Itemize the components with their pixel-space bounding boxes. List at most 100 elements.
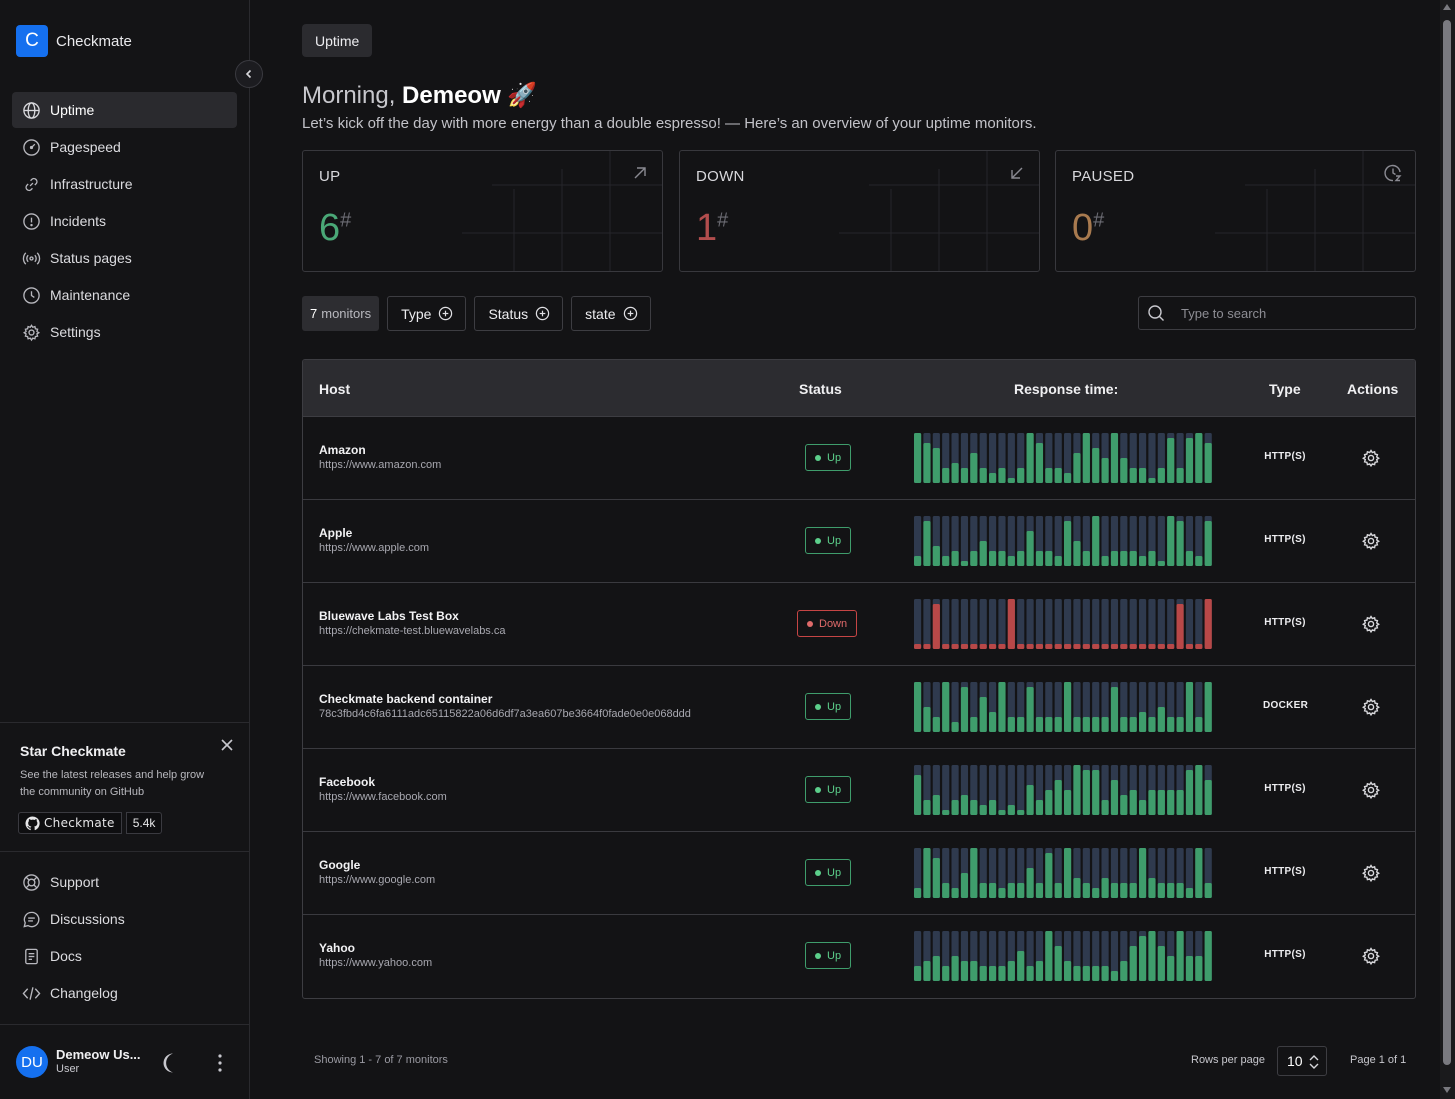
response-bar[interactable]: [1026, 687, 1034, 732]
type-filter-button[interactable]: Type: [387, 296, 467, 331]
response-bar[interactable]: [970, 848, 978, 898]
response-bar[interactable]: [951, 888, 959, 898]
sidebar-item-infrastructure[interactable]: Infrastructure: [12, 166, 237, 202]
response-bar[interactable]: [1026, 644, 1034, 649]
response-bar[interactable]: [1195, 848, 1203, 898]
response-bar[interactable]: [1007, 883, 1015, 898]
response-bar[interactable]: [1101, 717, 1109, 732]
response-bar[interactable]: [1204, 780, 1212, 815]
response-bar[interactable]: [1035, 717, 1044, 732]
response-bar[interactable]: [960, 468, 969, 483]
response-bar[interactable]: [923, 848, 931, 898]
response-bar[interactable]: [1167, 644, 1175, 649]
response-bar[interactable]: [1101, 800, 1109, 815]
response-bar[interactable]: [960, 561, 969, 566]
response-bar[interactable]: [1017, 468, 1025, 483]
sidebar-item-uptime[interactable]: Uptime: [12, 92, 237, 128]
response-bar[interactable]: [1167, 956, 1175, 981]
response-bar[interactable]: [1204, 682, 1212, 732]
brand[interactable]: C Checkmate: [16, 25, 132, 57]
response-bar[interactable]: [989, 883, 997, 898]
response-bar[interactable]: [1185, 644, 1194, 649]
response-bar[interactable]: [1054, 780, 1062, 815]
response-bar[interactable]: [979, 966, 987, 981]
sidebar-item-discussions[interactable]: Discussions: [12, 901, 237, 937]
response-bar[interactable]: [1073, 765, 1081, 815]
response-bar[interactable]: [1092, 644, 1100, 649]
response-bar[interactable]: [1167, 438, 1175, 483]
response-bar[interactable]: [914, 888, 922, 898]
response-bar[interactable]: [1157, 790, 1165, 815]
response-bar[interactable]: [1148, 790, 1156, 815]
response-bar[interactable]: [1110, 780, 1119, 815]
response-bar[interactable]: [1148, 644, 1156, 649]
response-bar[interactable]: [1064, 682, 1072, 732]
response-bar[interactable]: [1204, 883, 1212, 898]
response-bar[interactable]: [1167, 717, 1175, 732]
response-bar[interactable]: [1064, 521, 1072, 566]
response-bar[interactable]: [1054, 556, 1062, 566]
response-bar[interactable]: [932, 448, 940, 483]
response-bar[interactable]: [1045, 853, 1053, 898]
response-bar[interactable]: [1139, 800, 1147, 815]
response-bar[interactable]: [1110, 644, 1119, 649]
response-bar[interactable]: [1101, 556, 1109, 566]
response-bar[interactable]: [970, 961, 978, 981]
response-bar[interactable]: [1054, 883, 1062, 898]
column-header-host[interactable]: Host: [319, 381, 351, 397]
column-header-response-time[interactable]: Response time:: [1014, 381, 1119, 397]
response-bar[interactable]: [942, 810, 950, 815]
response-bar[interactable]: [923, 961, 931, 981]
response-bar[interactable]: [1045, 931, 1053, 981]
response-bar[interactable]: [1007, 478, 1015, 483]
scroll-down-arrow[interactable]: [1443, 1087, 1451, 1093]
close-icon[interactable]: [219, 737, 235, 753]
search-input[interactable]: [1181, 305, 1411, 321]
response-bar[interactable]: [960, 795, 969, 815]
table-row[interactable]: Amazon https://www.amazon.com Up HTTP(S): [303, 417, 1415, 500]
response-bar[interactable]: [1204, 443, 1212, 483]
response-bar[interactable]: [932, 858, 940, 898]
response-bar[interactable]: [914, 433, 922, 483]
sidebar-item-settings[interactable]: Settings: [12, 314, 237, 350]
response-bar[interactable]: [951, 463, 959, 483]
response-bar[interactable]: [1185, 438, 1194, 483]
table-row[interactable]: Checkmate backend container 78c3fbd4c6fa6…: [303, 666, 1415, 749]
sidebar-item-maintenance[interactable]: Maintenance: [12, 277, 237, 313]
response-bar[interactable]: [1045, 717, 1053, 732]
response-bar[interactable]: [1054, 717, 1062, 732]
response-bar[interactable]: [1101, 458, 1109, 483]
response-bar[interactable]: [1195, 433, 1203, 483]
response-bar[interactable]: [1157, 561, 1165, 566]
response-bar[interactable]: [1120, 458, 1128, 483]
response-bar[interactable]: [1120, 644, 1128, 649]
response-bar[interactable]: [923, 800, 931, 815]
response-bar[interactable]: [1007, 556, 1015, 566]
response-bar[interactable]: [1064, 961, 1072, 981]
response-bar[interactable]: [1195, 644, 1203, 649]
response-bar[interactable]: [1017, 951, 1025, 981]
response-bar[interactable]: [1176, 604, 1184, 649]
response-bar[interactable]: [970, 800, 978, 815]
response-bar[interactable]: [1167, 790, 1175, 815]
response-bar[interactable]: [951, 644, 959, 649]
response-bar[interactable]: [1026, 868, 1034, 898]
response-bar[interactable]: [1120, 961, 1128, 981]
response-bar[interactable]: [989, 966, 997, 981]
response-bar[interactable]: [1082, 717, 1090, 732]
response-bar[interactable]: [1092, 888, 1100, 898]
response-bar[interactable]: [1017, 551, 1025, 566]
response-bar[interactable]: [960, 961, 969, 981]
response-bar[interactable]: [1157, 946, 1165, 981]
response-bar[interactable]: [989, 551, 997, 566]
response-bar[interactable]: [1101, 966, 1109, 981]
response-bar[interactable]: [1195, 765, 1203, 815]
scroll-thumb[interactable]: [1443, 20, 1451, 1065]
response-bar[interactable]: [1167, 516, 1175, 566]
response-bar[interactable]: [1129, 883, 1137, 898]
response-bar[interactable]: [1073, 878, 1081, 898]
response-bar[interactable]: [1129, 946, 1137, 981]
response-bar[interactable]: [942, 644, 950, 649]
response-bar[interactable]: [1110, 687, 1119, 732]
response-bar[interactable]: [1017, 883, 1025, 898]
